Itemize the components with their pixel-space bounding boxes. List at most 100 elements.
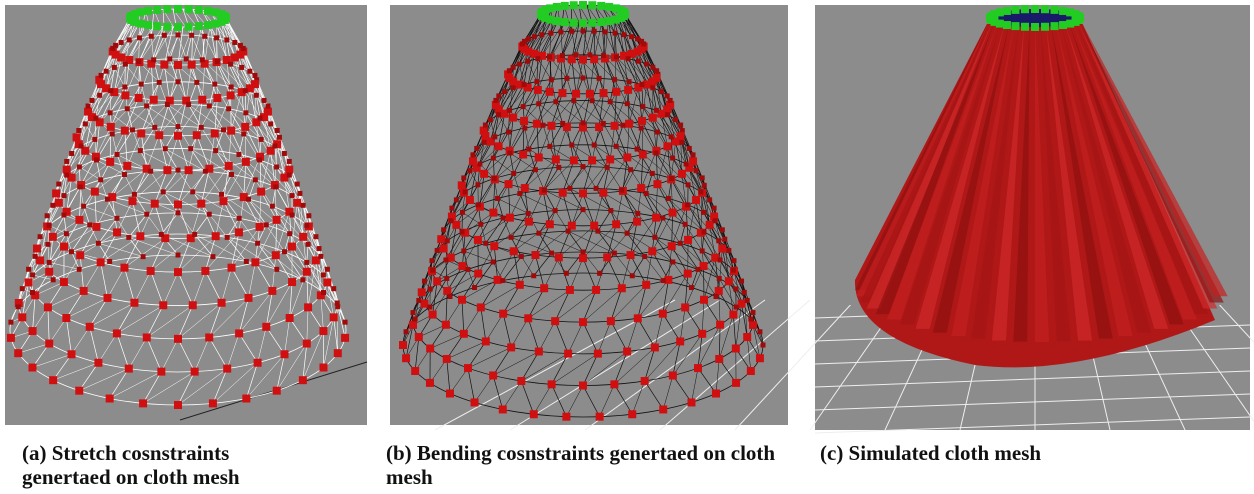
mesh-node bbox=[560, 53, 565, 58]
mesh-node bbox=[75, 387, 83, 395]
mesh-node bbox=[474, 270, 482, 278]
mesh-node bbox=[636, 59, 641, 64]
pinned-node bbox=[153, 22, 161, 30]
mesh-node bbox=[659, 89, 664, 94]
mesh-node bbox=[595, 229, 600, 234]
mesh-node bbox=[625, 101, 630, 106]
mesh-node bbox=[553, 208, 558, 213]
mesh-node bbox=[33, 254, 38, 259]
mesh-node bbox=[638, 117, 646, 125]
mesh-node bbox=[670, 156, 675, 161]
mesh-node bbox=[507, 108, 512, 113]
mesh-node bbox=[237, 216, 242, 221]
pinned-node bbox=[1003, 7, 1011, 15]
mesh-node bbox=[511, 85, 516, 90]
pinned-node bbox=[1041, 23, 1049, 31]
mesh-node bbox=[581, 207, 586, 212]
mesh-node bbox=[130, 299, 138, 307]
mesh-node bbox=[525, 218, 533, 226]
mesh-node bbox=[96, 241, 101, 246]
mesh-node bbox=[106, 395, 114, 403]
mesh-node bbox=[669, 209, 677, 217]
mesh-node bbox=[718, 257, 723, 262]
mesh-node bbox=[313, 234, 318, 239]
mesh-node bbox=[568, 222, 576, 230]
mesh-node bbox=[530, 410, 538, 418]
mesh-node bbox=[176, 79, 181, 84]
mesh-node bbox=[574, 52, 579, 57]
mesh-node bbox=[205, 333, 213, 341]
mesh-node bbox=[174, 132, 182, 140]
mesh-node bbox=[493, 98, 498, 103]
mesh-node bbox=[732, 379, 740, 387]
mesh-node bbox=[496, 93, 501, 98]
mesh-node bbox=[669, 371, 677, 379]
mesh-node bbox=[547, 122, 555, 130]
mesh-node bbox=[509, 114, 517, 122]
mesh-node bbox=[192, 232, 197, 237]
mesh-node bbox=[139, 82, 144, 87]
mesh-node bbox=[536, 101, 541, 106]
mesh-node bbox=[685, 202, 690, 207]
mesh-node bbox=[614, 144, 619, 149]
page: (a) Stretch cosnstraints genertaed on cl… bbox=[0, 0, 1254, 494]
pinned-node bbox=[195, 6, 203, 14]
mesh-node bbox=[399, 341, 407, 349]
mesh-node bbox=[92, 223, 100, 231]
mesh-node bbox=[526, 211, 531, 216]
pinned-node bbox=[174, 23, 182, 31]
mesh-node bbox=[570, 156, 578, 164]
mesh-node bbox=[581, 164, 586, 169]
mesh-node bbox=[650, 171, 655, 176]
mesh-node bbox=[411, 367, 419, 375]
mesh-node bbox=[174, 268, 182, 276]
mesh-node bbox=[30, 272, 35, 277]
mesh-node bbox=[579, 318, 587, 326]
mesh-node bbox=[517, 62, 522, 67]
mesh-node bbox=[163, 146, 168, 151]
mesh-node bbox=[304, 303, 312, 311]
mesh-node bbox=[564, 350, 572, 358]
mesh-node bbox=[533, 167, 538, 172]
mesh-node bbox=[562, 413, 570, 421]
mesh-node bbox=[161, 189, 166, 194]
pinned-node bbox=[1021, 23, 1029, 31]
mesh-node bbox=[460, 210, 465, 215]
mesh-node bbox=[564, 271, 569, 276]
mesh-node bbox=[264, 222, 269, 227]
mesh-node bbox=[138, 148, 143, 153]
mesh-node bbox=[207, 212, 212, 217]
mesh-node bbox=[202, 34, 207, 39]
mesh-node bbox=[106, 158, 114, 166]
mesh-node bbox=[555, 253, 563, 261]
pinned-node bbox=[570, 19, 578, 27]
mesh-node bbox=[152, 125, 157, 130]
mesh-node bbox=[482, 337, 490, 345]
mesh-node bbox=[113, 228, 121, 236]
mesh-node bbox=[232, 40, 237, 45]
mesh-node bbox=[193, 131, 201, 139]
mesh-node bbox=[242, 158, 250, 166]
mesh-node bbox=[665, 112, 670, 117]
mesh-node bbox=[20, 286, 25, 291]
mesh-node bbox=[303, 268, 311, 276]
mesh-node bbox=[635, 211, 640, 216]
mesh-node bbox=[174, 61, 182, 69]
mesh-node bbox=[110, 131, 115, 136]
mesh-node bbox=[174, 201, 182, 209]
mesh-node bbox=[517, 377, 525, 385]
mesh-node bbox=[63, 166, 71, 174]
pinned-node bbox=[1066, 20, 1074, 28]
mesh-node bbox=[67, 350, 75, 358]
mesh-node bbox=[535, 348, 543, 356]
mesh-node bbox=[199, 125, 204, 130]
mesh-node bbox=[121, 127, 129, 135]
pinned-node bbox=[605, 17, 613, 25]
mesh-node bbox=[76, 128, 81, 133]
mesh-node bbox=[221, 127, 226, 132]
mesh-node bbox=[127, 37, 132, 42]
mesh-node bbox=[449, 206, 454, 211]
mesh-node bbox=[130, 127, 135, 132]
mesh-node bbox=[231, 53, 239, 61]
mesh-node bbox=[566, 229, 571, 234]
